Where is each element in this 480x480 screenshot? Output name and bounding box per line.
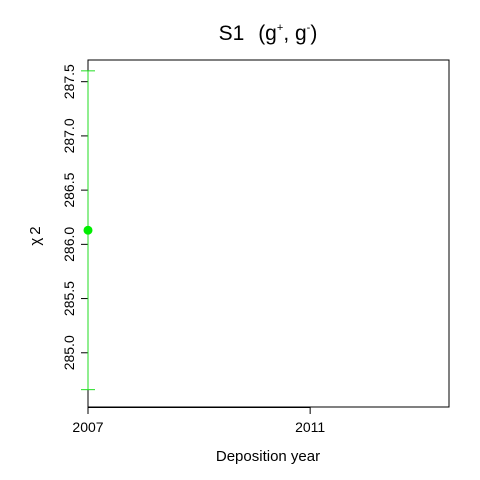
x-tick-label: 2011 — [295, 419, 325, 435]
y-axis-label-exponent: 2 — [27, 226, 44, 234]
data-marks — [81, 71, 95, 390]
y-axis: 285.0 285.5 286.0 286.5 287.0 287.5 — [61, 64, 88, 370]
title-main: S1 — [219, 22, 245, 45]
title-comma: , g — [283, 22, 306, 45]
title-open: (g — [258, 22, 277, 45]
chart-title: S1 (g+, g-) — [219, 22, 318, 45]
title-close: ) — [310, 22, 317, 45]
x-axis: 2007 2011 — [72, 407, 325, 435]
y-tick-label: 285.5 — [61, 281, 77, 316]
data-point — [84, 226, 93, 235]
y-axis-label-symbol: χ — [27, 238, 44, 246]
y-tick-label: 286.5 — [61, 172, 77, 207]
y-tick-label: 287.0 — [61, 118, 77, 153]
y-axis-label: χ2 — [27, 226, 44, 245]
y-tick-label: 286.0 — [61, 227, 77, 262]
y-tick-label: 285.0 — [61, 335, 77, 370]
y-tick-label: 287.5 — [61, 64, 77, 99]
plot-area — [88, 60, 449, 407]
x-tick-label: 2007 — [72, 419, 103, 435]
x-axis-label: Deposition year — [216, 448, 320, 465]
